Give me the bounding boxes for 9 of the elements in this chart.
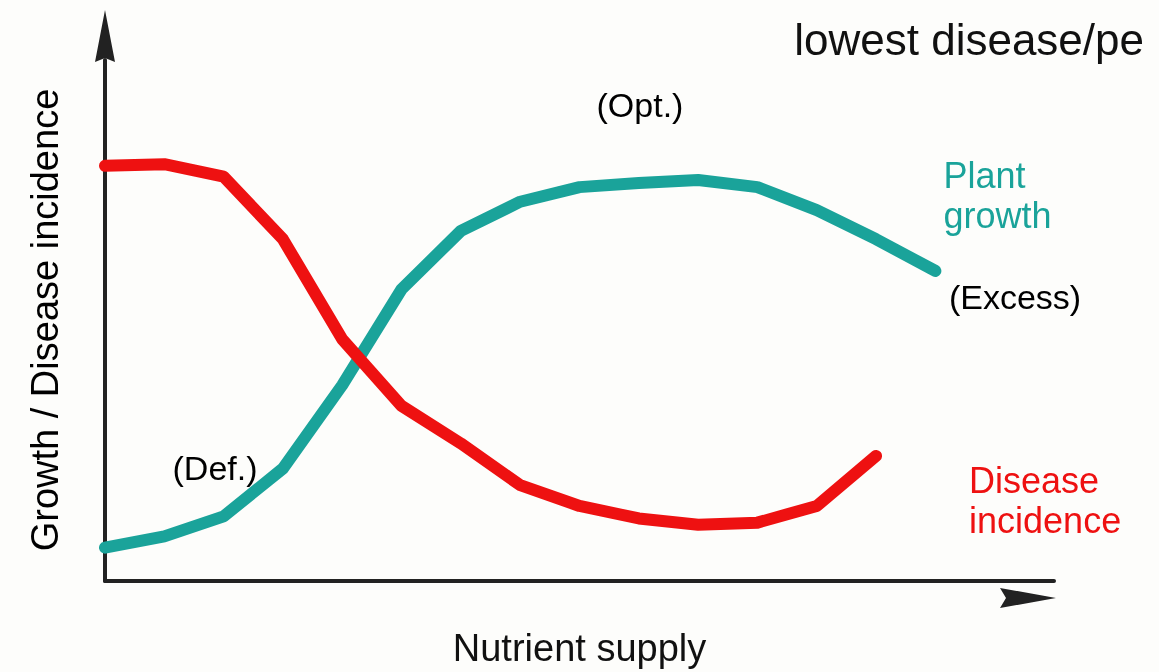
text: Disease incidence [24,88,66,398]
x-axis-title: Nutrient supply [452,627,707,669]
annotation: (Def.) [172,449,258,487]
text: (Opt.) [596,86,684,124]
annotation: (Excess) [948,278,1082,316]
text: Disease incidence [969,460,1122,542]
chart-title: lowest disease/pe [794,14,1144,64]
text: Growth / [24,407,66,552]
series-label: Plant growth [943,155,1052,237]
